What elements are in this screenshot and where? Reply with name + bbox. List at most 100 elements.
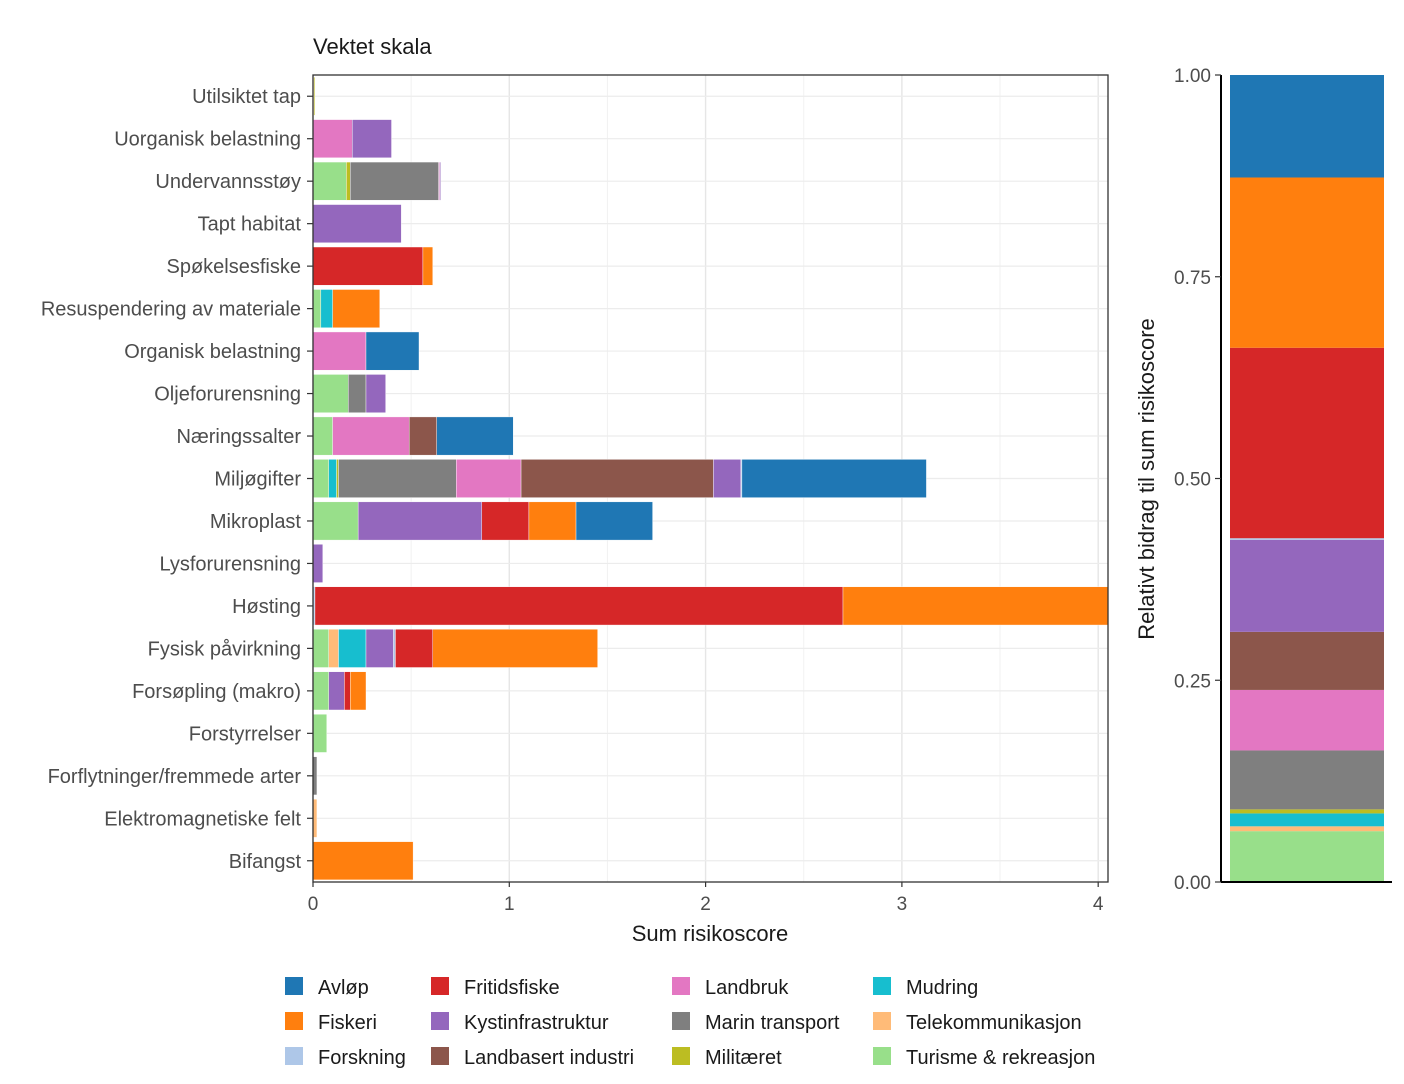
- bar-segment-oljeforurensning-kystinfrastruktur: [365, 374, 386, 413]
- bar-segment-resuspendering-av-materiale-fiskeri: [332, 289, 380, 328]
- legend-key-mudring: [873, 977, 891, 995]
- main-x-axis-label: Sum risikoscore: [632, 921, 788, 946]
- bar-segment-mikroplast-turisme-rekreasjon: [312, 501, 359, 541]
- category-label-fysisk-pavirkning: Fysisk påvirkning: [148, 638, 301, 660]
- side-y-tick-label: 0.50: [1174, 470, 1211, 491]
- legend-label-avlop: Avløp: [318, 977, 369, 999]
- side-y-tick-label: 0.00: [1174, 873, 1211, 894]
- category-label-utilsiktet-tap: Utilsiktet tap: [192, 86, 301, 108]
- legend-key-telekommunikasjon: [873, 1012, 891, 1030]
- x-tick-label: 2: [700, 894, 711, 915]
- category-label-elektromagnetiske-felt: Elektromagnetiske felt: [104, 808, 301, 830]
- legend-key-marin-transport: [672, 1012, 690, 1030]
- bar-segment-spokelsesfiske-fritidsfiske: [312, 246, 424, 286]
- legend-label-kystinfrastruktur: Kystinfrastruktur: [464, 1012, 609, 1034]
- bar-segment-resuspendering-av-materiale-turisme-rekreasjon: [312, 289, 322, 328]
- category-label-undervannsstoy: Undervannsstøy: [155, 171, 301, 193]
- bar-segment-utilsiktet-tap-militaeret: [313, 76, 316, 116]
- bar-segment-fysisk-pavirkning-forskning: [393, 629, 396, 668]
- category-label-spokelsesfiske: Spøkelsesfiske: [167, 256, 302, 278]
- category-label-forflytninger-fremmede-arter: Forflytninger/fremmede arter: [48, 766, 302, 788]
- x-tick-label: 1: [504, 894, 515, 915]
- bar-segment-miljogifter-militaeret: [336, 459, 339, 498]
- bar-segment-hosting-fiskeri: [842, 586, 1109, 626]
- bar-segment-fysisk-pavirkning-turisme-rekreasjon: [312, 629, 329, 668]
- bar-segment-fysisk-pavirkning-kystinfrastruktur: [365, 629, 394, 668]
- side-y-axis-label: Relativt bidrag til sum risikoscore: [1134, 318, 1159, 640]
- category-label-forstyrrelser: Forstyrrelser: [189, 723, 302, 745]
- bar-segment-naeringssalter-landbasert-industri: [408, 416, 437, 456]
- bar-segment-forsopling-makro-fiskeri: [350, 671, 367, 711]
- category-label-miljogifter: Miljøgifter: [214, 469, 301, 491]
- legend-label-telekommunikasjon: Telekommunikasjon: [906, 1012, 1082, 1034]
- bar-segment-tapt-habitat-kystinfrastruktur: [312, 204, 402, 243]
- legend-label-marin-transport: Marin transport: [705, 1012, 840, 1034]
- legend-key-militaeret: [672, 1047, 690, 1065]
- bar-segment-fysisk-pavirkning-fritidsfiske: [395, 629, 433, 668]
- relative-segment-kystinfrastruktur: [1230, 539, 1384, 632]
- legend: Avløp Fiskeri Forskning Fritidsfiske Kystinf…: [285, 977, 1095, 1069]
- relative-segment-telekommunikasjon: [1230, 826, 1384, 832]
- legend-label-landbruk: Landbruk: [705, 977, 789, 999]
- bar-segment-organisk-belastning-landbruk: [312, 331, 367, 371]
- bar-segment-undervannsstoy-marin-transport: [350, 161, 439, 201]
- legend-label-fiskeri: Fiskeri: [318, 1012, 377, 1034]
- legend-label-fritidsfiske: Fritidsfiske: [464, 977, 560, 999]
- relative-segment-marin-transport: [1230, 750, 1384, 810]
- bar-segment-miljogifter-landbasert-industri: [520, 459, 714, 498]
- side-y-tick-label: 0.75: [1174, 268, 1211, 289]
- bar-segment-fysisk-pavirkning-fiskeri: [432, 629, 598, 668]
- category-label-hosting: Høsting: [232, 596, 301, 618]
- legend-label-militaeret: Militæret: [705, 1047, 782, 1069]
- legend-key-fritidsfiske: [431, 977, 449, 995]
- bar-segment-fysisk-pavirkning-telekommunikasjon: [328, 629, 339, 668]
- main-bars: [312, 76, 1109, 881]
- bar-segment-lysforurensning-kystinfrastruktur: [312, 544, 324, 583]
- bar-segment-naeringssalter-avlop: [436, 416, 514, 456]
- bar-segment-miljogifter-landbruk: [456, 459, 522, 498]
- bar-segment-naeringssalter-landbruk: [332, 416, 410, 456]
- legend-label-turisme-rekreasjon: Turisme & rekreasjon: [906, 1047, 1095, 1069]
- bar-segment-undervannsstoy-kystinfrastruktur: [439, 161, 441, 201]
- bar-segment-miljogifter-avlop: [741, 459, 927, 498]
- relative-segment-landbruk: [1230, 689, 1384, 751]
- bar-segment-mikroplast-fiskeri: [528, 501, 577, 541]
- bar-segment-miljogifter-turisme-rekreasjon: [312, 459, 329, 498]
- relative-segment-forskning: [1230, 538, 1384, 540]
- category-label-forsopling-makro: Forsøpling (makro): [132, 681, 301, 703]
- bar-segment-uorganisk-belastning-kystinfrastruktur: [352, 119, 392, 159]
- bar-segment-uorganisk-belastning-landbruk: [312, 119, 353, 159]
- legend-key-landbruk: [672, 977, 690, 995]
- legend-label-landbasert-industri: Landbasert industri: [464, 1047, 634, 1069]
- bar-segment-spokelsesfiske-fiskeri: [422, 246, 433, 286]
- bar-segment-undervannsstoy-militaeret: [346, 161, 351, 201]
- bar-segment-resuspendering-av-materiale-mudring: [320, 289, 333, 328]
- bar-segment-oljeforurensning-turisme-rekreasjon: [312, 374, 349, 413]
- category-label-naeringssalter: Næringssalter: [177, 426, 302, 448]
- category-label-uorganisk-belastning: Uorganisk belastning: [114, 129, 301, 151]
- bar-segment-miljogifter-kystinfrastruktur: [713, 459, 742, 498]
- side-axes: 0.00 0.25 0.50 0.75 1.00: [1174, 66, 1392, 894]
- x-tick-label: 0: [308, 894, 319, 915]
- category-label-oljeforurensning: Oljeforurensning: [154, 384, 301, 406]
- legend-label-mudring: Mudring: [906, 977, 978, 999]
- relative-segment-fiskeri: [1230, 177, 1384, 348]
- bar-segment-undervannsstoy-turisme-rekreasjon: [312, 161, 347, 201]
- category-label-resuspendering-av-materiale: Resuspendering av materiale: [41, 299, 301, 321]
- bar-segment-forstyrrelser-turisme-rekreasjon: [312, 714, 327, 753]
- relative-segment-landbasert-industri: [1230, 631, 1384, 690]
- legend-key-fiskeri: [285, 1012, 303, 1030]
- bar-segment-miljogifter-marin-transport: [338, 459, 457, 498]
- legend-key-turisme-rekreasjon: [873, 1047, 891, 1065]
- bar-segment-organisk-belastning-avlop: [365, 331, 420, 371]
- bar-segment-forsopling-makro-turisme-rekreasjon: [312, 671, 329, 711]
- bar-segment-fysisk-pavirkning-mudring: [338, 629, 367, 668]
- category-label-tapt-habitat: Tapt habitat: [198, 214, 302, 236]
- bar-segment-bifangst-fiskeri: [312, 841, 414, 881]
- legend-key-avlop: [285, 977, 303, 995]
- bar-segment-naeringssalter-turisme-rekreasjon: [312, 416, 333, 456]
- legend-key-forskning: [285, 1047, 303, 1065]
- category-label-mikroplast: Mikroplast: [210, 511, 302, 533]
